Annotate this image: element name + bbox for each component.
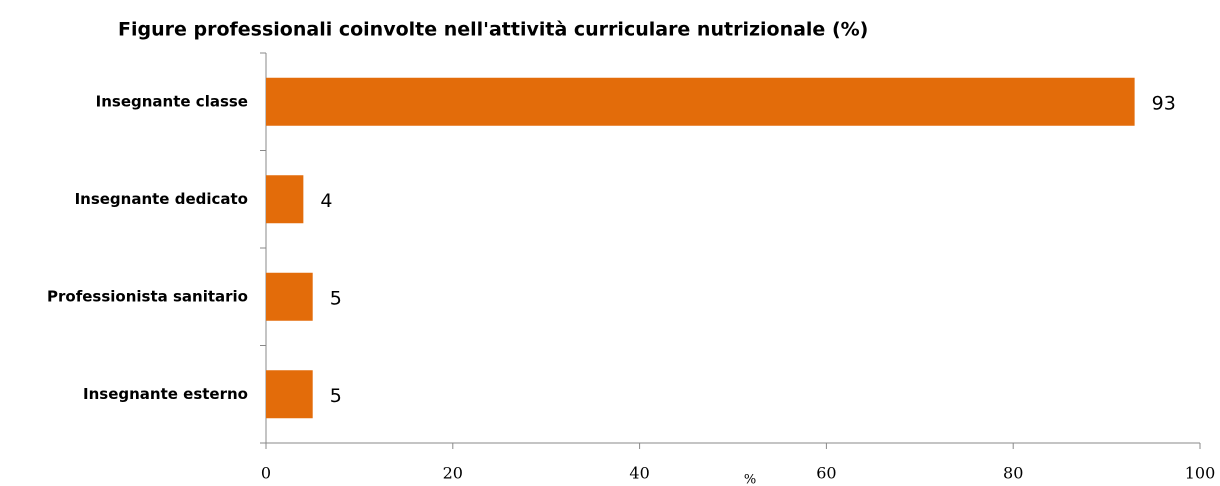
x-tick-label: 100 <box>1185 464 1216 483</box>
x-axis-label: % <box>744 473 756 486</box>
bar <box>266 272 313 321</box>
x-tick-label: 20 <box>443 464 463 483</box>
bar <box>266 175 304 224</box>
x-tick-label: 80 <box>1003 464 1023 483</box>
y-tick-label: Insegnante classe <box>96 92 248 110</box>
x-tick-label: 40 <box>629 464 649 483</box>
y-tick-label: Professionista sanitario <box>47 287 248 305</box>
y-tick-label: Insegnante esterno <box>83 385 248 403</box>
bar <box>266 370 313 419</box>
x-tick-label: 60 <box>816 464 836 483</box>
data-label: 93 <box>1152 92 1176 114</box>
y-tick-label: Insegnante dedicato <box>75 190 248 208</box>
chart-title: Figure professionali coinvolte nell'atti… <box>118 19 868 41</box>
data-label: 5 <box>330 287 342 309</box>
x-tick-label: 0 <box>261 464 271 483</box>
data-label: 4 <box>320 190 332 212</box>
data-label: 5 <box>330 385 342 407</box>
bar <box>266 77 1135 126</box>
